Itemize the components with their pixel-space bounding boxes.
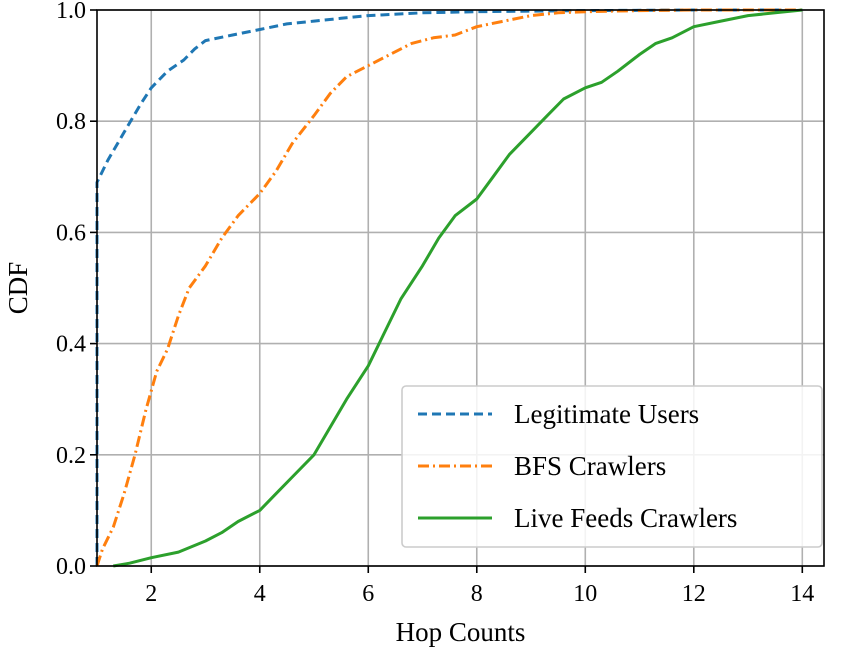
y-tick-label: 0.0 <box>56 554 86 580</box>
ticks: 2 4 6 8 10 12 14 0.0 0.2 0.4 0.6 0.8 1.0 <box>56 0 814 607</box>
legend-entry: Legitimate Users <box>418 399 699 429</box>
y-tick-label: 0.4 <box>56 332 86 358</box>
x-tick-label: 8 <box>471 581 483 607</box>
x-tick-label: 2 <box>145 581 157 607</box>
legend-label: BFS Crawlers <box>514 451 666 481</box>
x-tick-label: 4 <box>254 581 266 607</box>
legend-box <box>401 385 823 548</box>
y-tick-label: 1.0 <box>56 0 86 24</box>
series-line-3 <box>113 8 803 568</box>
series-line-1 <box>95 8 803 566</box>
legend-label: Live Feeds Crawlers <box>514 503 737 533</box>
y-axis-label: CDF <box>3 262 33 315</box>
y-tick-label: 0.2 <box>56 443 86 469</box>
y-tick-label: 0.8 <box>56 109 86 135</box>
x-tick-label: 10 <box>573 581 597 607</box>
plot-frame <box>96 9 825 567</box>
y-tick-label: 0.6 <box>56 220 86 246</box>
x-tick-label: 12 <box>682 581 706 607</box>
legend-entry: Live Feeds Crawlers <box>418 503 737 533</box>
legend-entry: BFS Crawlers <box>418 451 666 481</box>
series-line-2 <box>95 8 803 567</box>
x-axis-label: Hop Counts <box>396 617 526 647</box>
series-lines <box>95 8 803 568</box>
x-tick-label: 14 <box>790 581 814 607</box>
legend-label: Legitimate Users <box>514 399 699 429</box>
x-tick-label: 6 <box>362 581 374 607</box>
legend: Legitimate Users BFS Crawlers Live Feeds C… <box>401 385 823 548</box>
